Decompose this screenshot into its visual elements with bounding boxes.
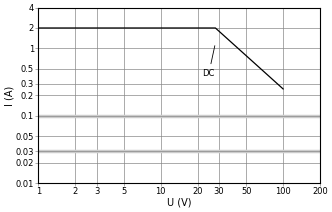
X-axis label: U (V): U (V)	[167, 198, 191, 208]
Text: DC: DC	[203, 46, 215, 78]
Y-axis label: I (A): I (A)	[4, 85, 14, 106]
